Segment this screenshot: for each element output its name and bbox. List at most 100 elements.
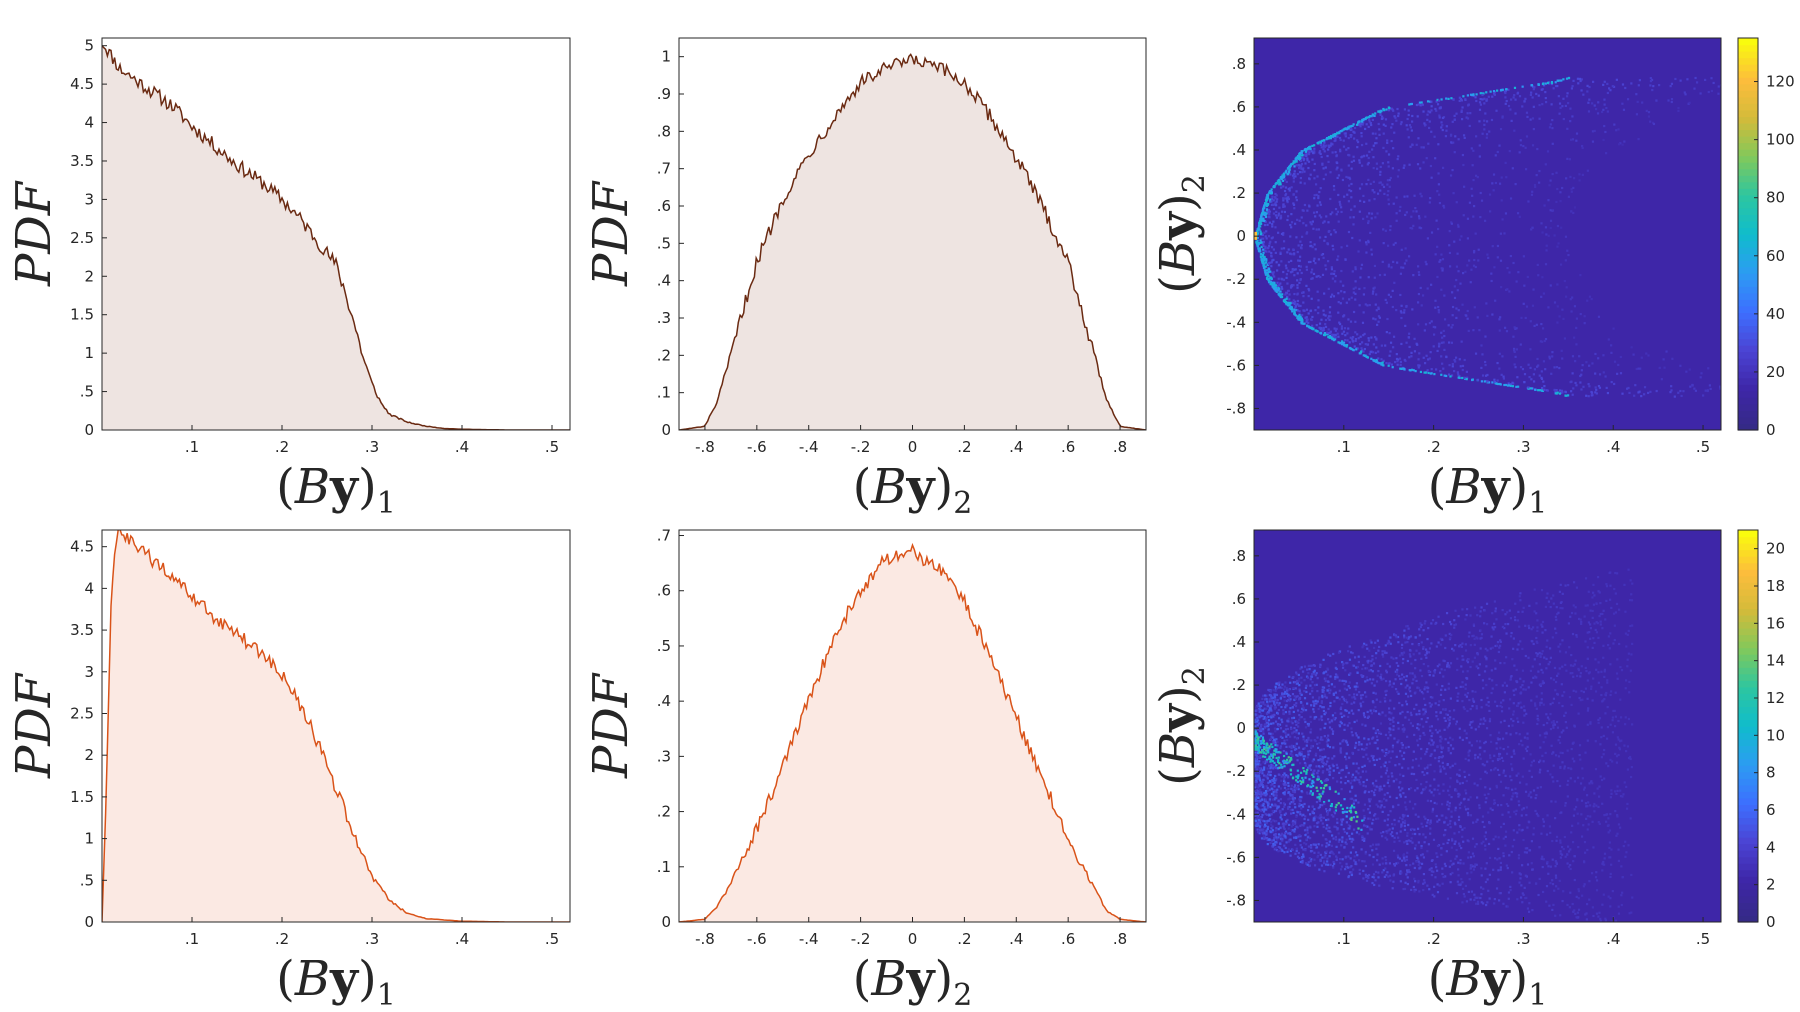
heatmap-cell [1292,177,1295,180]
heatmap-cell [1268,213,1271,216]
heatmap-cell [1686,78,1689,81]
colorbar-segment [1738,305,1758,313]
heatmap-cell [1338,321,1341,324]
heatmap-cell [1409,102,1412,106]
heatmap-cell [1288,187,1291,190]
heatmap-cell [1469,665,1472,669]
heatmap-cell [1560,731,1563,734]
heatmap-cell [1393,840,1396,843]
heatmap-cell [1517,772,1520,775]
heatmap-cell [1328,687,1331,691]
heatmap-cell [1526,847,1529,850]
heatmap-cell [1563,714,1566,717]
heatmap-cell [1581,173,1584,177]
heatmap-cell [1285,267,1288,270]
heatmap-cell [1363,816,1366,819]
heatmap-cell [1267,719,1271,722]
heatmap-cell [1374,132,1377,135]
heatmap-cell [1372,727,1375,730]
heatmap-cell [1486,760,1489,763]
heatmap-cell [1429,827,1432,830]
heatmap-cell [1579,374,1582,378]
heatmap-cell [1354,338,1358,341]
heatmap-cell [1313,147,1316,150]
heatmap-cell [1265,269,1269,272]
heatmap-cell [1501,218,1504,221]
heatmap-cell [1429,111,1432,114]
heatmap-cell [1559,106,1562,109]
heatmap-cell [1448,822,1451,825]
heatmap-cell [1586,84,1589,88]
heatmap-cell [1433,788,1436,791]
heatmap-cell [1377,122,1380,126]
heatmap-cell [1431,619,1435,622]
heatmap-cell [1546,721,1549,725]
heatmap-cell [1408,368,1411,372]
y-tick-label: 1 [84,344,94,362]
heatmap-cell [1434,253,1437,256]
heatmap-cell [1298,281,1301,284]
heatmap-cell [1360,748,1364,751]
heatmap-cell [1461,738,1464,742]
heatmap-cell [1341,679,1344,682]
heatmap-cell [1318,326,1321,329]
heatmap-cell [1417,815,1420,818]
heatmap-cell [1542,360,1546,363]
heatmap-cell [1507,104,1511,108]
heatmap-cell [1276,760,1280,764]
heatmap-cell [1268,242,1271,245]
heatmap-cell [1298,688,1301,691]
heatmap-cell [1412,653,1415,656]
heatmap-cell [1372,791,1376,794]
heatmap-cell [1272,804,1275,807]
heatmap-cell [1273,820,1277,823]
heatmap-cell [1555,885,1558,888]
heatmap-cell [1688,101,1691,104]
heatmap-cell [1603,748,1606,752]
heatmap-cell [1279,290,1282,293]
heatmap-cell [1472,215,1475,218]
heatmap-cell [1290,301,1293,304]
heatmap-cell [1569,298,1572,301]
heatmap-cell [1296,154,1300,158]
heatmap-cell [1527,656,1530,659]
heatmap-cell [1525,806,1528,809]
heatmap-cell [1297,164,1301,167]
heatmap-cell [1381,361,1384,364]
heatmap-cell [1286,689,1289,692]
heatmap-cell [1364,680,1367,683]
heatmap-cell [1302,755,1305,758]
heatmap-cell [1495,109,1498,112]
heatmap-cell [1295,702,1298,705]
heatmap-cell [1389,341,1393,344]
heatmap-cell [1478,155,1481,158]
heatmap-cell [1361,860,1364,863]
colorbar-segment [1738,103,1758,111]
heatmap-cell [1519,640,1522,643]
heatmap-cell [1515,327,1518,330]
heatmap-cell [1531,640,1534,643]
heatmap-cell [1543,204,1546,207]
heatmap-cell [1549,284,1552,287]
heatmap-cell [1282,825,1285,828]
heatmap-cell [1616,789,1619,793]
heatmap-cell [1299,716,1302,719]
heatmap-cell [1266,827,1269,831]
y-tick-label: 0 [84,913,94,931]
heatmap-cell [1332,333,1336,337]
colorbar-segment [1738,155,1758,163]
heatmap-cell [1274,832,1277,836]
heatmap-cell [1362,877,1365,880]
colorbar-segment [1738,397,1758,405]
heatmap-cell [1276,767,1280,770]
heatmap-cell [1487,381,1491,384]
heatmap-cell [1385,830,1388,833]
heatmap-cell [1287,798,1290,801]
heatmap-cell [1288,168,1291,171]
heatmap-cell [1380,117,1384,120]
heatmap-cell [1277,214,1280,217]
heatmap-cell [1304,686,1308,690]
heatmap-cell [1486,380,1489,383]
heatmap-cell [1330,266,1333,269]
heatmap-cell [1507,724,1511,728]
